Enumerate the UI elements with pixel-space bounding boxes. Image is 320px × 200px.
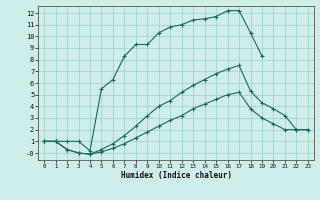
X-axis label: Humidex (Indice chaleur): Humidex (Indice chaleur) [121,171,231,180]
